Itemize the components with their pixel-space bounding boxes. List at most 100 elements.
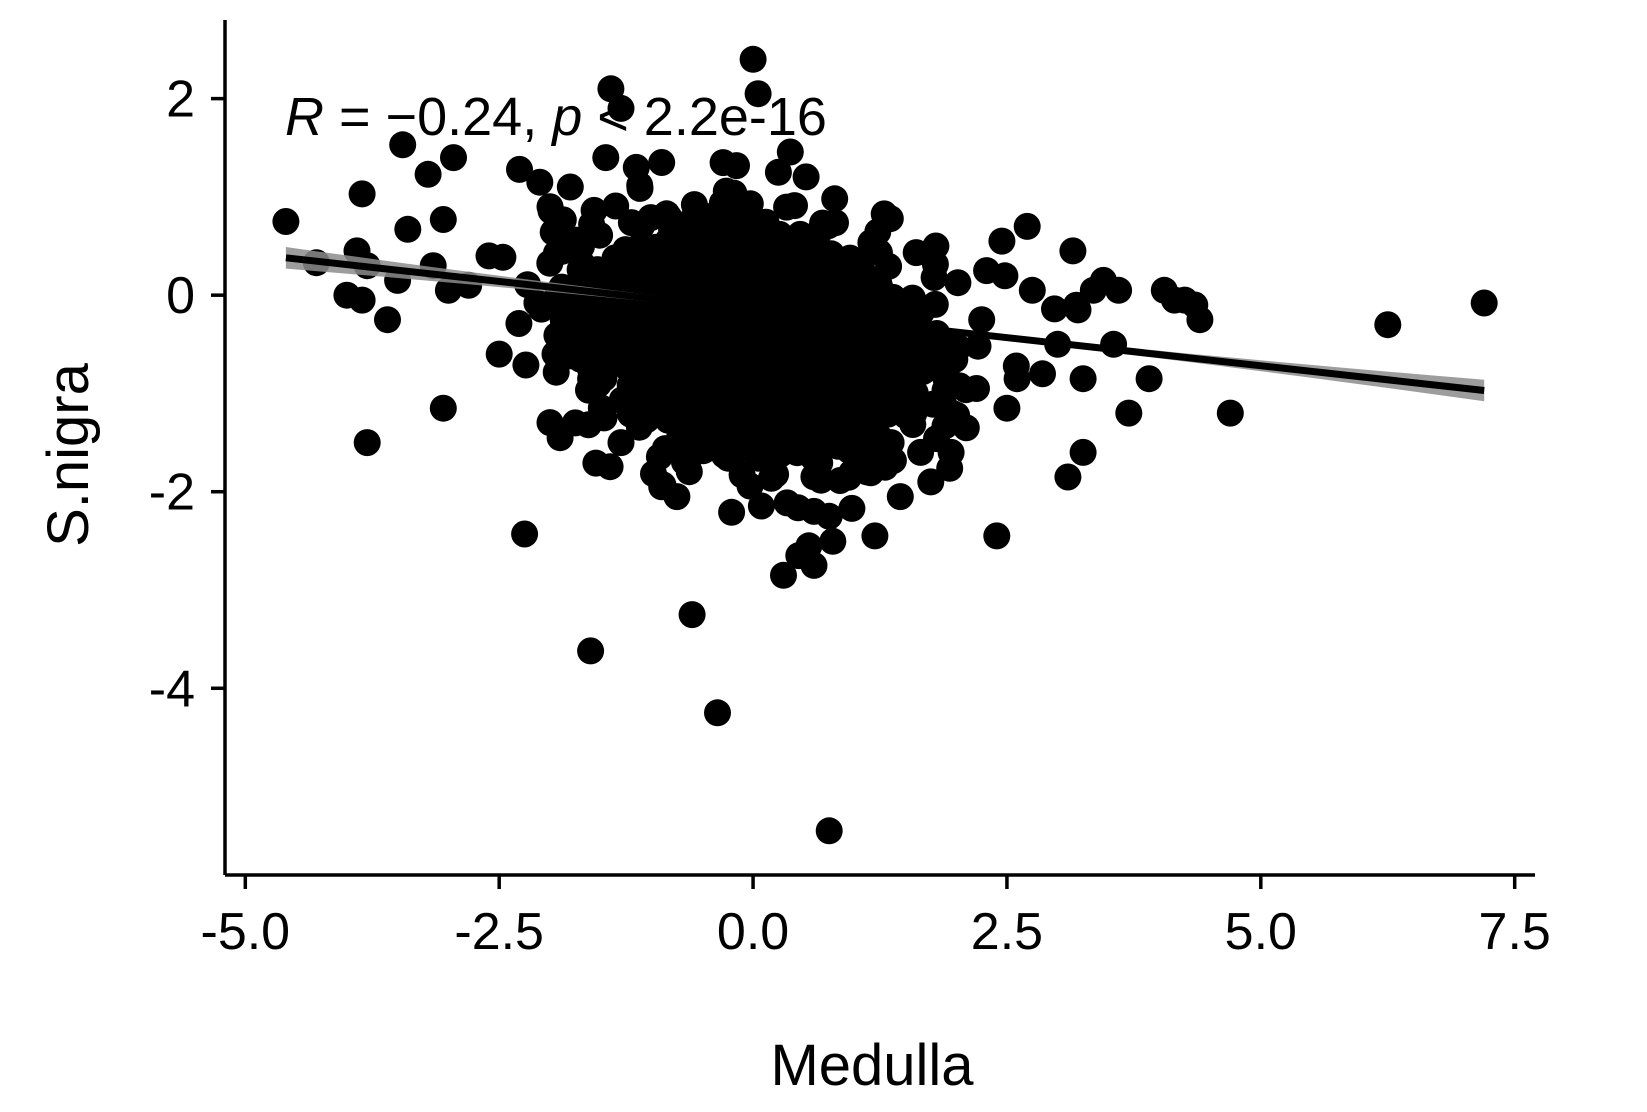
data-point bbox=[648, 473, 676, 501]
data-point bbox=[536, 193, 564, 221]
data-point bbox=[1029, 360, 1056, 388]
data-point bbox=[394, 215, 422, 243]
data-point bbox=[937, 438, 965, 466]
correlation-annotation: R = −0.24, p < 2.2e-16 bbox=[285, 87, 827, 147]
data-point bbox=[875, 252, 903, 280]
data-point bbox=[764, 158, 792, 186]
data-point bbox=[348, 286, 376, 314]
data-point bbox=[932, 365, 960, 393]
data-point bbox=[776, 138, 804, 166]
data-point bbox=[892, 402, 920, 430]
data-point bbox=[838, 494, 866, 522]
data-point bbox=[838, 459, 866, 487]
r-symbol: R bbox=[285, 87, 324, 147]
data-point bbox=[703, 366, 731, 394]
data-point bbox=[755, 312, 783, 340]
data-point bbox=[1069, 365, 1097, 393]
data-point bbox=[747, 335, 774, 363]
data-point bbox=[757, 241, 785, 269]
data-point bbox=[861, 522, 889, 550]
regression-layer bbox=[285, 247, 1485, 402]
data-point bbox=[728, 461, 756, 489]
data-point bbox=[678, 601, 706, 629]
points-layer bbox=[272, 45, 1498, 845]
data-point bbox=[724, 190, 752, 218]
data-point bbox=[485, 340, 513, 368]
data-point bbox=[770, 561, 797, 589]
data-point bbox=[814, 264, 842, 292]
r-equals: = bbox=[324, 87, 386, 147]
data-point bbox=[709, 224, 737, 252]
data-point bbox=[653, 200, 681, 228]
data-point bbox=[586, 221, 614, 249]
x-tick-label: 7.5 bbox=[1479, 903, 1551, 961]
data-point bbox=[440, 144, 467, 172]
data-point bbox=[709, 149, 737, 177]
data-point bbox=[739, 45, 767, 73]
data-point bbox=[577, 637, 605, 665]
data-point bbox=[792, 285, 820, 313]
data-point bbox=[858, 408, 886, 436]
data-point bbox=[859, 233, 887, 261]
data-point bbox=[1186, 306, 1214, 334]
data-point bbox=[886, 483, 914, 511]
data-point bbox=[429, 206, 457, 233]
data-point bbox=[475, 242, 503, 270]
data-point bbox=[592, 301, 620, 329]
data-point bbox=[704, 699, 731, 727]
data-point bbox=[745, 216, 773, 244]
x-tick-label: -5.0 bbox=[201, 903, 291, 961]
y-tick-label: 2 bbox=[166, 71, 195, 129]
data-point bbox=[1105, 276, 1133, 304]
data-point bbox=[964, 332, 992, 360]
data-point bbox=[607, 94, 635, 122]
ticks-layer: -5.0 -2.5 0.0 2.5 5.0 7.5 2 0 -2 -4 bbox=[149, 71, 1551, 961]
data-point bbox=[683, 391, 711, 419]
data-point bbox=[592, 144, 620, 172]
data-point bbox=[622, 153, 650, 181]
data-point bbox=[561, 409, 589, 437]
x-axis-title: Medulla bbox=[770, 1033, 974, 1098]
data-point bbox=[1135, 365, 1163, 393]
data-point bbox=[429, 394, 457, 422]
data-point bbox=[922, 232, 950, 260]
data-point bbox=[907, 438, 935, 466]
data-point bbox=[580, 196, 608, 224]
data-point bbox=[807, 466, 835, 494]
data-point bbox=[648, 149, 676, 176]
data-point bbox=[348, 180, 376, 208]
data-point bbox=[799, 444, 827, 472]
data-point bbox=[511, 520, 539, 548]
r-value: −0.24 bbox=[386, 87, 523, 147]
data-point bbox=[871, 375, 898, 403]
data-point bbox=[272, 208, 300, 235]
data-point bbox=[963, 375, 990, 402]
data-point bbox=[792, 163, 820, 191]
x-tick-label: 5.0 bbox=[1225, 903, 1297, 961]
data-point bbox=[582, 449, 610, 477]
p-value: < 2.2e-16 bbox=[582, 87, 827, 147]
data-point bbox=[819, 527, 847, 555]
annotation-separator: , bbox=[522, 87, 552, 147]
data-point bbox=[577, 365, 605, 393]
data-point bbox=[735, 397, 763, 425]
data-point bbox=[791, 417, 819, 445]
data-point bbox=[617, 352, 645, 380]
data-point bbox=[434, 276, 462, 304]
data-point bbox=[670, 349, 698, 377]
data-point bbox=[556, 173, 584, 201]
data-point bbox=[1054, 463, 1082, 491]
p-symbol: p bbox=[550, 87, 582, 147]
data-point bbox=[678, 207, 705, 235]
data-point bbox=[655, 226, 682, 254]
data-point bbox=[1018, 276, 1046, 304]
data-point bbox=[758, 437, 786, 465]
y-tick-label: -2 bbox=[149, 464, 195, 522]
axes-layer bbox=[223, 20, 1535, 877]
data-point bbox=[607, 429, 635, 457]
data-point bbox=[505, 310, 533, 337]
data-point bbox=[660, 394, 688, 422]
data-point bbox=[825, 329, 853, 357]
data-point bbox=[781, 192, 808, 220]
data-point bbox=[839, 381, 867, 409]
